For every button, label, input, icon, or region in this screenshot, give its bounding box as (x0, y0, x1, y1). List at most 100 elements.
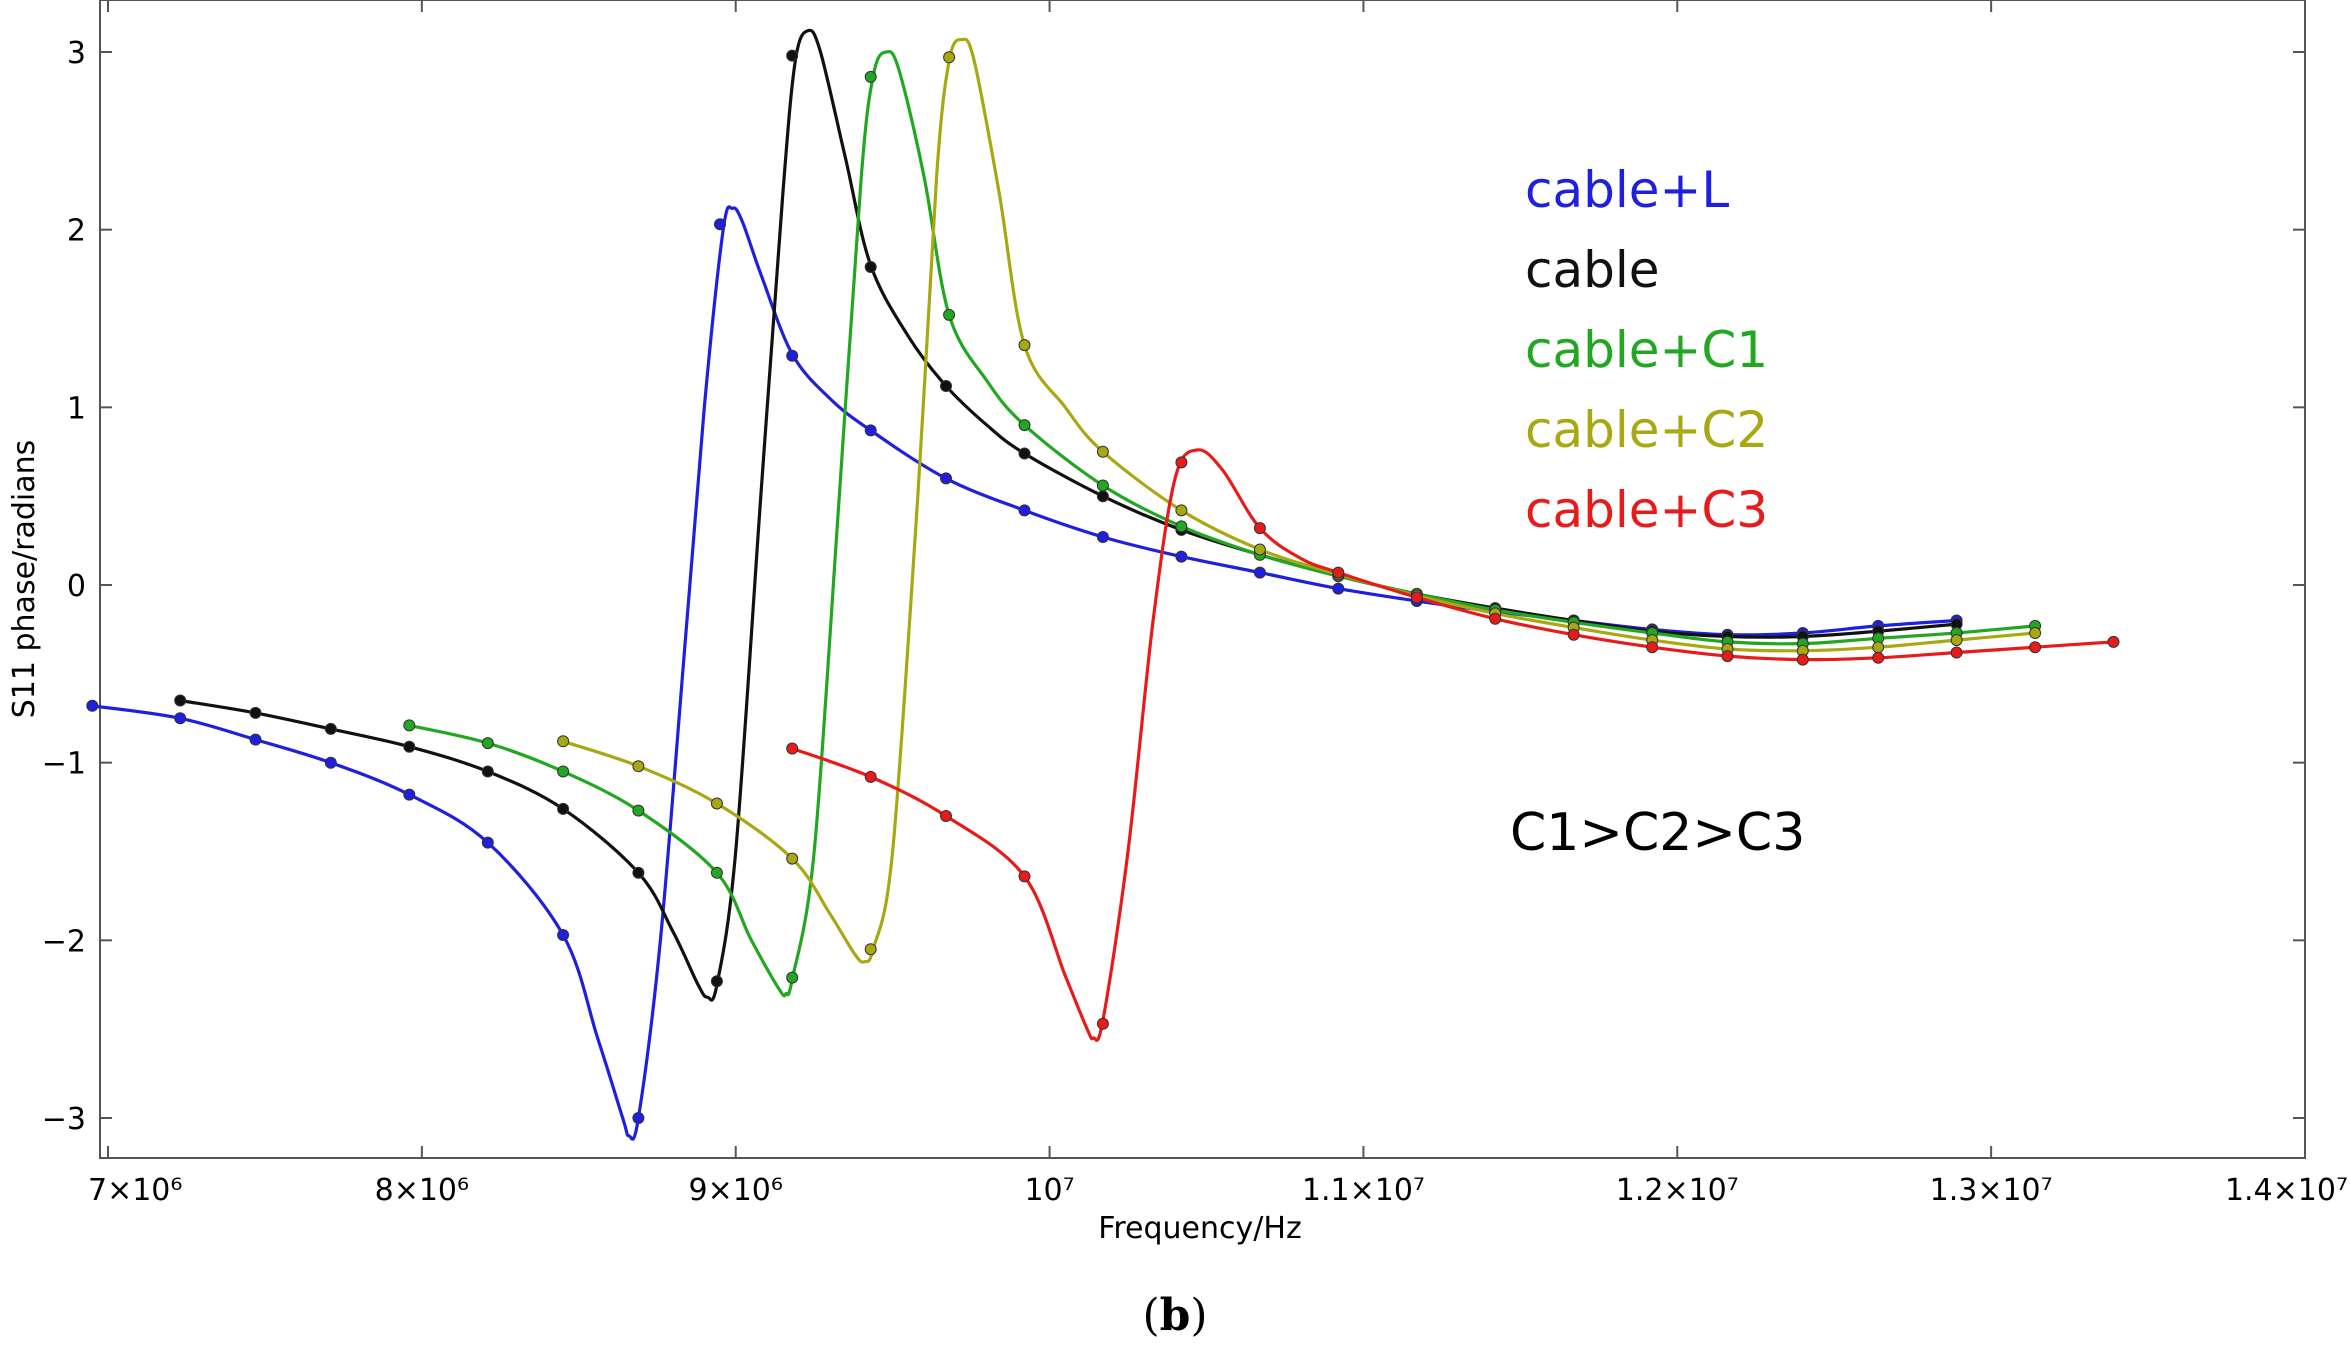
data-point-cable-l (632, 1112, 645, 1124)
data-point-cable-c2 (1096, 445, 1109, 458)
data-point-cable-c2 (1018, 339, 1031, 352)
data-point-cable-c2 (786, 852, 799, 865)
data-point-cable-l (786, 349, 799, 362)
data-point-cable-c3 (940, 810, 952, 822)
data-point-cable-c1 (943, 308, 956, 321)
data-point-cable (481, 765, 494, 778)
data-point-cable-c2 (1253, 543, 1266, 556)
data-point-cable-c2 (1872, 641, 1885, 654)
x-tick-label: 1.4×10⁷ (2225, 1173, 2348, 1208)
data-point-cable-c3 (1018, 870, 1031, 883)
x-axis-label: Frequency/Hz (1098, 1211, 1301, 1246)
data-point-cable (632, 866, 645, 879)
data-point-cable-c3 (1096, 1017, 1109, 1030)
data-point-cable-c3 (1567, 628, 1580, 641)
data-point-cable (864, 261, 877, 273)
data-point-cable-c2 (943, 51, 956, 64)
y-tick-label: 3 (67, 36, 86, 71)
data-point-cable-l (940, 472, 952, 485)
data-point-cable-c2 (1175, 504, 1188, 517)
data-point-cable-c3 (1175, 456, 1188, 469)
data-point-cable-c1 (1018, 419, 1031, 432)
data-point-cable (403, 740, 416, 753)
data-point-cable-c1 (557, 765, 570, 778)
x-tick-label: 1.2×10⁷ (1616, 1173, 1739, 1208)
x-axis-ticks: 7×10⁶ 8×10⁶ 9×10⁶ 10⁷ 1.1×10⁷ 1.2×10⁷ 1.3×10⁷ 1… (88, 0, 2348, 1208)
data-point-cable-c1 (786, 971, 799, 984)
plot-frame (99, 0, 2306, 1159)
y-tick-label: 2 (67, 214, 86, 249)
data-point-cable-c3 (1872, 651, 1885, 664)
data-point-cable-c2 (710, 797, 723, 810)
data-point-cable-l (1253, 566, 1266, 579)
panel-label: (b) (1142, 1290, 1207, 1341)
capacitance-annotation: C1>C2>C3 (1510, 803, 1805, 863)
legend-entry-cable-c1: cable+C1 (1525, 321, 1768, 379)
legend-entry-cable-c2: cable+C2 (1525, 401, 1768, 459)
data-point-cable-c2 (632, 760, 645, 773)
data-point-cable (786, 49, 799, 62)
data-point-cable-l (864, 424, 877, 437)
x-tick-label: 9×10⁶ (688, 1173, 782, 1208)
data-point-cable (710, 975, 723, 988)
data-point-cable-l (1175, 550, 1188, 563)
y-axis-label: S11 phase/radians (7, 440, 42, 719)
data-point-cable-l (403, 788, 416, 801)
data-point-cable (324, 722, 337, 735)
data-point-cable-c2 (1950, 634, 1963, 647)
data-point-cable-c3 (1410, 591, 1423, 604)
data-point-cable-c1 (1096, 479, 1109, 492)
data-point-cable-c1 (632, 804, 645, 817)
data-point-cable-c2 (864, 943, 877, 956)
data-point-cable-c3 (2107, 635, 2120, 648)
x-tick-label: 1.3×10⁷ (1930, 1173, 2053, 1208)
data-point-cable-l (481, 836, 494, 849)
data-point-cable-l (174, 712, 187, 725)
data-point-cable-l (1096, 531, 1109, 543)
data-point-cable (249, 706, 262, 719)
series-line-cable-c3 (790, 448, 2116, 1042)
data-point-cable (174, 694, 187, 707)
data-point-cable-l (557, 929, 570, 941)
data-point-cable-c1 (864, 70, 877, 83)
data-point-cable (1018, 447, 1031, 460)
legend-entry-cable: cable (1525, 241, 1660, 299)
data-point-cable-l (714, 218, 726, 231)
data-point-cable-l (249, 733, 262, 746)
data-point-cable (557, 802, 570, 815)
x-tick-label: 7×10⁶ (88, 1173, 182, 1208)
series-line-cable-c2 (561, 37, 2037, 964)
y-tick-label: 0 (67, 569, 86, 604)
data-point-cable-c3 (1721, 650, 1734, 663)
marker-layer (86, 49, 2120, 1124)
data-point-cable-c3 (1332, 566, 1345, 579)
data-point-cable-c3 (1489, 612, 1502, 625)
data-point-cable-l (1018, 504, 1031, 517)
y-tick-label: −2 (42, 924, 86, 959)
legend: cable+L cable cable+C1 cable+C2 cable+C3 (1525, 161, 1768, 539)
data-point-cable-c3 (1950, 646, 1963, 659)
data-point-cable-l (324, 756, 337, 769)
data-point-cable-l (86, 699, 99, 712)
x-tick-label: 8×10⁶ (375, 1173, 469, 1208)
x-tick-label: 1.1×10⁷ (1302, 1173, 1425, 1208)
data-point-cable-c1 (403, 719, 416, 732)
data-point-cable-c1 (481, 737, 494, 750)
data-point-cable-c3 (786, 742, 799, 755)
panel-letter: b (1160, 1290, 1191, 1341)
data-point-cable-c2 (557, 735, 570, 748)
legend-entry-cable-c3: cable+C3 (1525, 481, 1768, 539)
series-line-cable-c1 (407, 50, 2037, 998)
data-point-cable-c3 (1796, 653, 1809, 666)
data-point-cable-c2 (2029, 627, 2042, 639)
legend-entry-cable-l: cable+L (1525, 161, 1729, 219)
x-tick-label: 10⁷ (1024, 1173, 1074, 1208)
data-point-cable-c1 (1175, 520, 1188, 533)
data-point-cable-c3 (1646, 641, 1659, 654)
data-point-cable-c3 (1253, 522, 1266, 535)
data-point-cable (940, 380, 952, 392)
y-tick-label: −3 (42, 1102, 86, 1137)
data-point-cable-c3 (2029, 641, 2042, 654)
data-point-cable-l (1332, 582, 1345, 595)
